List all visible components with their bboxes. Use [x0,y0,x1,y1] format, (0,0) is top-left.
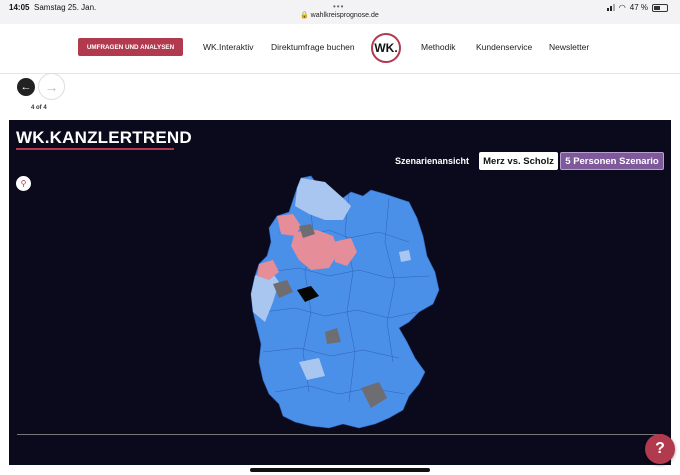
red-region-center [291,230,339,270]
gray-region-ruhr [273,280,293,298]
home-indicator [250,468,430,472]
scenario-label: Szenarienansicht [395,156,470,166]
germany-constituency-map[interactable] [239,172,444,432]
status-time: 14:05 [9,3,30,12]
title-underline [16,148,174,150]
top-navigation: UMFRAGEN UND ANALYSEN WK.Interaktiv Dire… [0,24,680,74]
red-region-west [257,260,279,280]
black-region-center [297,286,319,302]
page-counter: 4 of 4 [31,105,47,111]
battery-fill [654,5,660,10]
red-region-east [333,238,357,266]
panel-title: WK.KANZLERTREND [16,128,192,147]
status-date: Samstag 25. Jan. [34,3,97,12]
help-button[interactable]: ? [645,434,675,464]
arrow-right-icon[interactable]: → [38,73,65,100]
gray-region-hamburg [299,224,315,238]
panel-divider [17,434,663,435]
arrow-left-icon[interactable]: ← [17,78,35,96]
constituency-borders [262,191,430,403]
scenario-five-person-button[interactable]: 5 Personen Szenario [560,152,664,170]
battery-text: 47 % [629,3,648,12]
address-url-text: wahlkreisprognose.de [310,12,379,19]
north-light-region [295,178,351,220]
wifi-icon: ◠ [618,3,626,12]
signal-icon [606,4,615,11]
nav-link-direktumfrage[interactable]: Direktumfrage buchen [271,42,355,52]
surveys-button[interactable]: UMFRAGEN UND ANALYSEN [78,38,183,56]
site-logo[interactable]: WK. [371,33,401,63]
red-region-north [277,214,301,236]
status-right: ◠ 47 % [606,3,668,12]
nav-link-interaktiv[interactable]: WK.Interaktiv [203,42,254,52]
light-region-east [399,250,411,262]
nav-link-newsletter[interactable]: Newsletter [549,42,590,52]
nav-link-kundenservice[interactable]: Kundenservice [476,42,533,52]
tab-dots-icon[interactable]: ••• [333,2,345,11]
scenario-merz-scholz-button[interactable]: Merz vs. Scholz [479,152,558,170]
search-icon[interactable]: ⚲ [16,176,31,191]
light-region-south [299,358,325,380]
kanzlertrend-panel: WK.KANZLERTREND Szenarienansicht Merz vs… [9,120,671,465]
gray-region-south [361,382,387,408]
gray-region-middle [325,328,341,344]
status-bar: 14:05 Samstag 25. Jan. ••• 🔒 wahlkreispr… [0,0,680,24]
nav-link-methodik[interactable]: Methodik [421,42,456,52]
west-light-region [251,268,279,322]
address-url[interactable]: 🔒 wahlkreisprognose.de [300,12,379,19]
battery-icon [652,3,668,12]
